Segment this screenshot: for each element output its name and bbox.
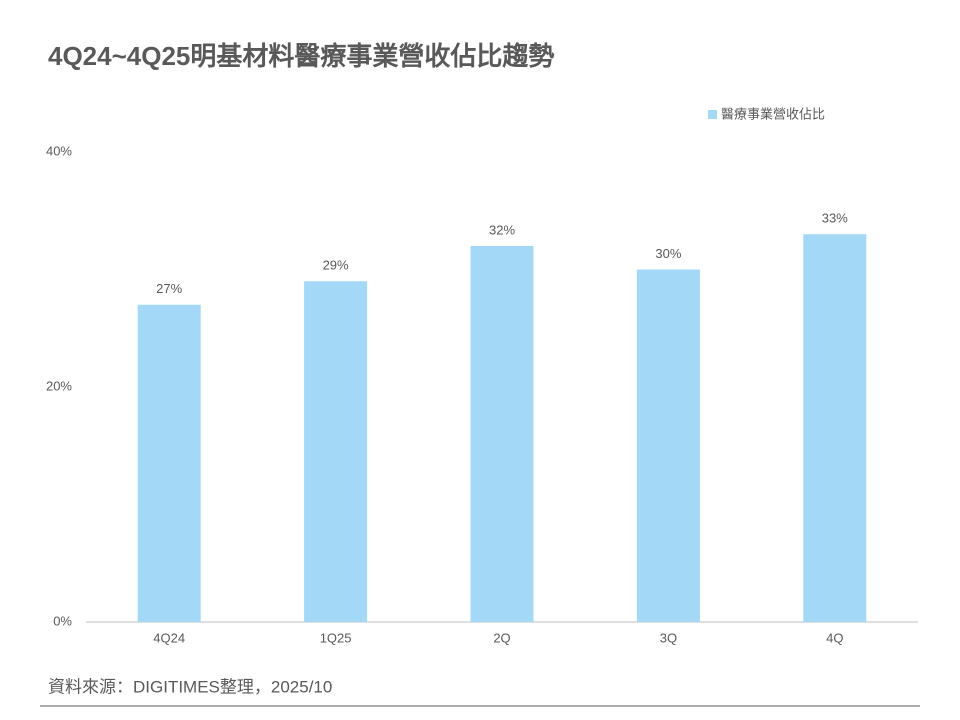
source-note: 資料來源：DIGITIMES整理，2025/10 (48, 677, 332, 696)
data-label: 29% (323, 258, 349, 273)
x-tick-label: 4Q24 (153, 630, 185, 645)
y-tick-label: 0% (53, 613, 72, 628)
chart-title: 4Q24~4Q25明基材料醫療事業營收佔比趨勢 (48, 41, 554, 71)
bar (470, 246, 534, 622)
bar (137, 304, 201, 622)
data-label: 33% (822, 211, 848, 226)
y-tick-label: 40% (46, 143, 72, 158)
bar (636, 269, 700, 622)
x-tick-label: 3Q (660, 630, 677, 645)
x-tick-label: 2Q (493, 630, 510, 645)
y-tick-label: 20% (46, 378, 72, 393)
legend-swatch (708, 110, 717, 119)
data-label: 30% (655, 246, 681, 261)
bar (304, 281, 368, 622)
x-tick-label: 4Q (826, 630, 843, 645)
data-label: 32% (489, 222, 515, 237)
data-label: 27% (156, 281, 182, 296)
x-tick-label: 1Q25 (320, 630, 352, 645)
bar (803, 234, 867, 622)
legend-label: 醫療事業營收佔比 (721, 106, 825, 121)
